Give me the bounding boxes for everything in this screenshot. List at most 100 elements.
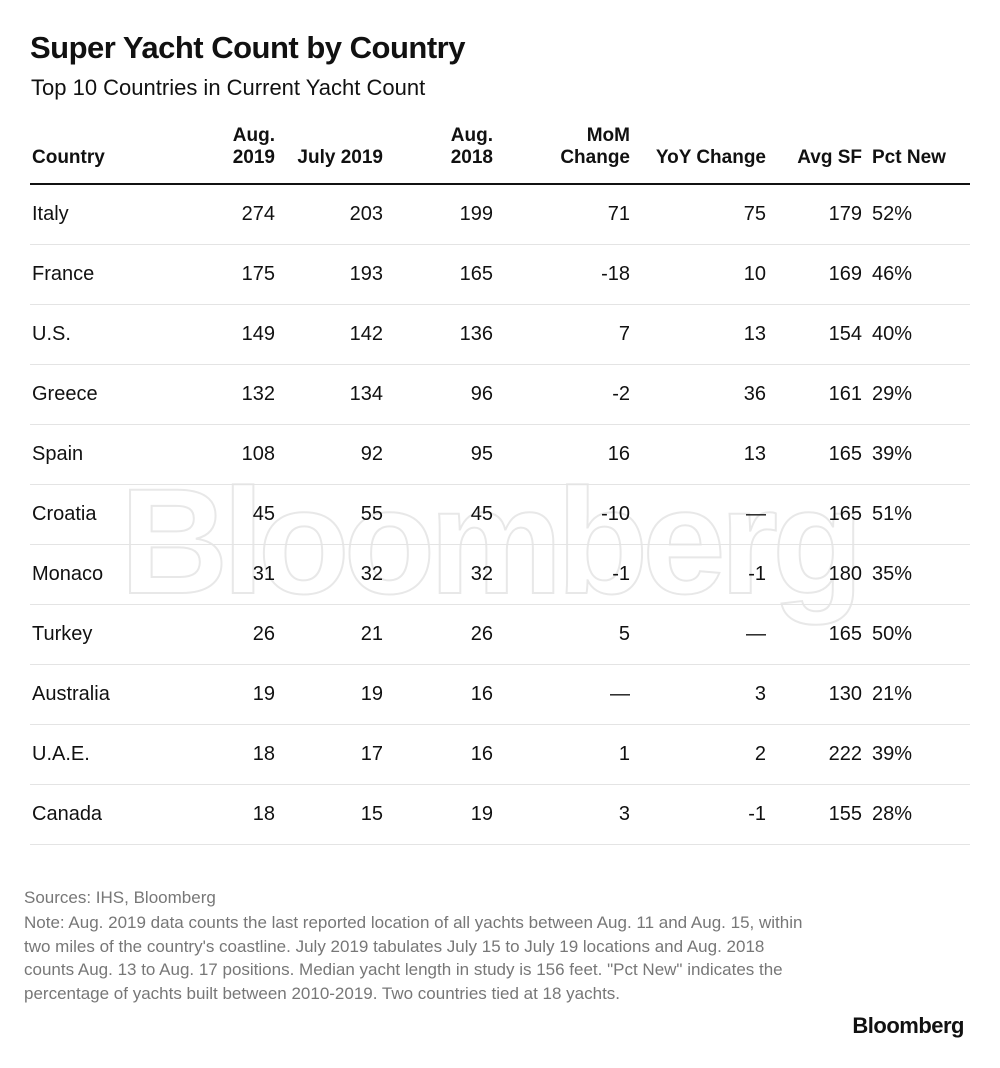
table-body: Italy 274 203 199 71 75 179 52% France 175 193 165-… [30,184,970,845]
table-cell: 26 [383,604,493,665]
table-cell: 13 [630,424,766,485]
column-header-text: July 2019 [297,147,383,168]
table-cell: 108 [200,424,275,485]
table-cell: 36 [630,364,766,425]
table-cell: 5 [493,604,630,665]
table-row: Canada 18 15 19 3 -1 155 28% [30,784,970,845]
table-cell: 96 [383,364,493,425]
table-cell: — [630,604,766,665]
table-cell: 10 [630,244,766,305]
table-cell: -10 [493,484,630,545]
table-cell: France [30,244,200,305]
table-row: Monaco 31 32 32 -1 -1 180 35% [30,544,970,605]
table-cell: 32 [383,544,493,605]
table-row: Croatia 45 55 45 -10—165 51% [30,484,970,545]
table-row: Australia 19 19 16—3 130 21% [30,664,970,725]
column-header-text: Country [32,147,105,168]
table-cell: 51% [862,484,970,545]
table-cell: -1 [630,544,766,605]
data-table: Country Aug. 2019 July 2019 Aug. 2018 MoM Ch… [30,125,970,845]
table-cell: 55 [275,484,383,545]
table-cell: -1 [630,784,766,845]
table-cell: 274 [200,184,275,245]
table-cell: 15 [275,784,383,845]
table-cell: 71 [493,184,630,245]
table-cell: 134 [275,364,383,425]
table-cell: 26 [200,604,275,665]
table-cell: 142 [275,304,383,365]
table-cell: 155 [766,784,862,845]
note: Note: Aug. 2019 data counts the last rep… [24,913,803,1003]
table-row: Turkey 26 21 26 5—165 50% [30,604,970,665]
table-cell: 222 [766,724,862,785]
table-cell: 21% [862,664,970,725]
table-cell: 169 [766,244,862,305]
table-cell: 52% [862,184,970,245]
table-cell: Canada [30,784,200,845]
table-cell: U.A.E. [30,724,200,785]
table-cell: 18 [200,784,275,845]
table-cell: 132 [200,364,275,425]
column-header: YoY Change [630,125,766,185]
column-header-text: Aug. 2018 [450,125,493,168]
table-cell: 130 [766,664,862,725]
column-header: July 2019 [275,125,383,185]
column-header-text: Pct New [872,147,946,168]
table-cell: 92 [275,424,383,485]
table-cell: 193 [275,244,383,305]
table-cell: 75 [630,184,766,245]
table-row: France 175 193 165 -18 10 169 46% [30,244,970,305]
table-cell: 16 [493,424,630,485]
table-cell: U.S. [30,304,200,365]
table-cell: 1 [493,724,630,785]
table-cell: 149 [200,304,275,365]
table-cell: 7 [493,304,630,365]
table-cell: 2 [630,724,766,785]
table-cell: 180 [766,544,862,605]
table-cell: 50% [862,604,970,665]
table-cell: 17 [275,724,383,785]
column-header-text: MoM Change [560,125,630,168]
table-cell: 199 [383,184,493,245]
table-cell: 3 [630,664,766,725]
table-cell: -2 [493,364,630,425]
table-cell: — [630,484,766,545]
table-cell: 45 [200,484,275,545]
table-cell: 16 [383,724,493,785]
table-cell: Italy [30,184,200,245]
table-cell: 19 [383,784,493,845]
table-row: U.S. 149 142 136 7 13 154 40% [30,304,970,365]
table-cell: 21 [275,604,383,665]
column-header: MoM Change [493,125,630,185]
column-header: Pct New [862,125,970,185]
table-cell: 161 [766,364,862,425]
sources: Sources: IHS, Bloomberg [24,888,216,907]
title: Super Yacht Count by Country [30,30,465,65]
table-cell: 40% [862,304,970,365]
table-cell: Greece [30,364,200,425]
table-cell: 39% [862,424,970,485]
column-header-text: Avg SF [797,147,862,168]
table-cell: 3 [493,784,630,845]
table-cell: 95 [383,424,493,485]
table-row: Italy 274 203 199 71 75 179 52% [30,184,970,245]
table-cell: — [493,664,630,725]
table-cell: 165 [766,604,862,665]
table-cell: 28% [862,784,970,845]
table-cell: 13 [630,304,766,365]
table-cell: 175 [200,244,275,305]
table-cell: 19 [200,664,275,725]
table-cell: 165 [766,424,862,485]
table-row: U.A.E. 18 17 16 1 2 222 39% [30,724,970,785]
table-cell: 165 [383,244,493,305]
table-cell: 16 [383,664,493,725]
table-cell: Australia [30,664,200,725]
table-row: Spain 108 92 95 16 13 165 39% [30,424,970,485]
table-cell: -1 [493,544,630,605]
table-cell: Croatia [30,484,200,545]
table-cell: 165 [766,484,862,545]
table-cell: 32 [275,544,383,605]
column-header: Aug. 2019 [200,125,275,185]
column-header: Country [30,125,200,185]
